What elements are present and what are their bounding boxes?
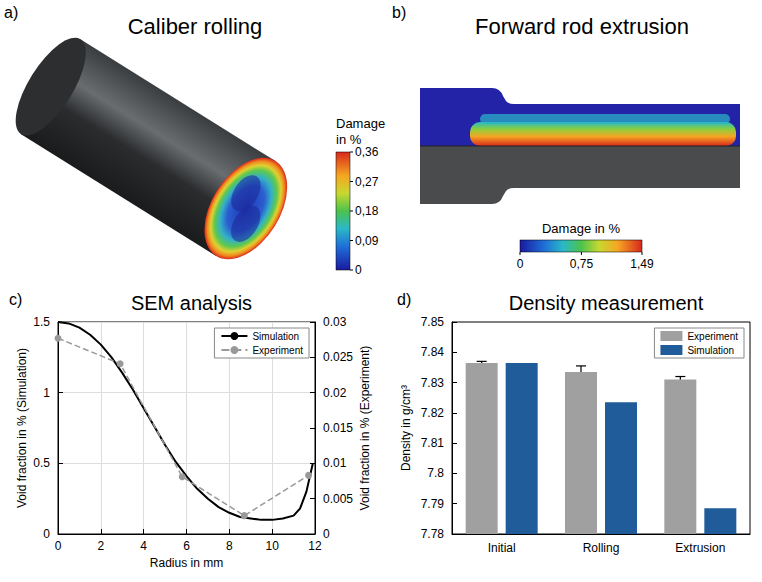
svg-text:Experiment: Experiment [252,345,303,356]
svg-text:7.79: 7.79 [421,497,445,511]
svg-text:in %: in % [336,132,362,147]
svg-text:0: 0 [55,539,62,553]
svg-text:0.025: 0.025 [323,350,353,364]
svg-text:0,09: 0,09 [355,234,379,248]
svg-text:0,18: 0,18 [355,204,379,218]
svg-text:0.03: 0.03 [323,315,347,329]
svg-text:0.01: 0.01 [323,456,347,470]
svg-text:1,49: 1,49 [630,257,654,271]
svg-text:1.5: 1.5 [33,315,50,329]
svg-text:0.02: 0.02 [323,386,347,400]
svg-text:Void fraction in % (Experiment: Void fraction in % (Experiment) [358,346,372,511]
svg-text:12: 12 [308,539,322,553]
svg-text:7.78: 7.78 [421,527,445,541]
svg-text:7.84: 7.84 [421,345,445,359]
svg-text:0: 0 [323,527,330,541]
svg-text:8: 8 [226,539,233,553]
svg-text:b): b) [392,4,406,21]
svg-text:Extrusion: Extrusion [675,541,725,555]
svg-text:0.5: 0.5 [33,456,50,470]
svg-text:0.015: 0.015 [323,421,353,435]
svg-text:7.85: 7.85 [421,315,445,329]
svg-text:1: 1 [43,386,50,400]
svg-text:7.82: 7.82 [421,406,445,420]
svg-text:SEM analysis: SEM analysis [131,292,252,314]
svg-text:7.8: 7.8 [427,466,444,480]
svg-text:Forward rod extrusion: Forward rod extrusion [475,14,689,39]
svg-text:Experiment: Experiment [687,331,738,342]
svg-text:Initial: Initial [488,541,516,555]
svg-text:Damage in %: Damage in % [542,221,620,236]
svg-text:Damage: Damage [336,116,385,131]
svg-text:2: 2 [97,539,104,553]
svg-text:c): c) [9,291,22,308]
svg-text:0,75: 0,75 [570,257,594,271]
svg-text:Void fraction in % (Simulation: Void fraction in % (Simulation) [15,348,29,508]
svg-text:0,36: 0,36 [355,145,379,159]
svg-text:10: 10 [265,539,279,553]
svg-text:4: 4 [140,539,147,553]
svg-text:Radius in mm: Radius in mm [150,556,223,570]
svg-text:Simulation: Simulation [687,345,734,356]
svg-text:6: 6 [183,539,190,553]
svg-text:Density measurement: Density measurement [509,292,704,314]
svg-text:0,27: 0,27 [355,175,379,189]
svg-text:0: 0 [355,263,362,277]
svg-text:Caliber rolling: Caliber rolling [128,14,263,39]
svg-text:0: 0 [517,257,524,271]
svg-text:7.83: 7.83 [421,376,445,390]
svg-text:0: 0 [43,527,50,541]
svg-text:Density in g/cm³: Density in g/cm³ [399,385,413,471]
svg-text:Simulation: Simulation [252,331,299,342]
svg-text:7.81: 7.81 [421,436,445,450]
svg-text:d): d) [397,291,411,308]
svg-text:a): a) [4,4,18,21]
svg-text:Rolling: Rolling [583,541,620,555]
svg-text:0.005: 0.005 [323,492,353,506]
